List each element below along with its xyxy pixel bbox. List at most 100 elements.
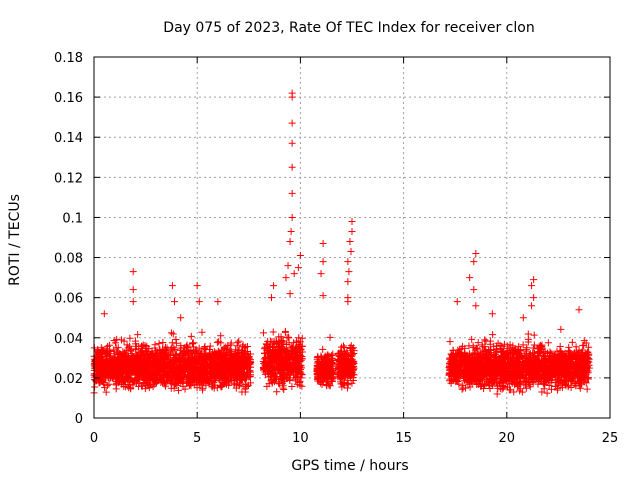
data-point	[284, 333, 292, 341]
data-point	[231, 356, 239, 364]
data-point	[194, 359, 202, 367]
data-point	[167, 329, 175, 337]
data-point	[232, 368, 240, 376]
data-point	[172, 335, 180, 343]
data-point	[113, 335, 121, 343]
data-point	[126, 334, 134, 342]
data-point	[213, 338, 221, 346]
data-point	[231, 369, 239, 377]
y-axis-label: ROTI / TECUs	[7, 194, 23, 286]
data-point	[214, 353, 222, 361]
data-point	[269, 328, 277, 336]
data-point	[173, 373, 181, 381]
data-point	[146, 376, 154, 384]
y-tick-label: 0	[75, 412, 83, 427]
data-point	[177, 369, 185, 377]
data-point	[191, 365, 199, 373]
data-point	[468, 335, 476, 343]
data-point	[583, 385, 591, 393]
chart-title: Day 075 of 2023, Rate Of TEC Index for r…	[163, 20, 534, 36]
data-point	[235, 382, 243, 390]
data-point	[488, 310, 496, 318]
data-point	[140, 361, 148, 369]
data-point	[170, 298, 178, 306]
data-point	[287, 227, 295, 235]
data-point	[344, 298, 352, 306]
data-point	[157, 360, 165, 368]
data-point	[123, 341, 131, 349]
data-point	[557, 325, 565, 333]
data-point	[233, 342, 241, 350]
data-point	[107, 352, 115, 360]
data-point	[102, 362, 110, 370]
data-point	[103, 358, 111, 366]
data-point	[137, 342, 145, 350]
data-point	[190, 374, 198, 382]
data-point	[139, 341, 147, 349]
data-point	[182, 343, 190, 351]
data-point	[345, 268, 353, 276]
data-point	[218, 361, 226, 369]
data-point	[168, 282, 176, 290]
y-tick-label: 0.06	[54, 292, 83, 307]
data-point	[198, 328, 206, 336]
data-point	[238, 388, 246, 396]
data-point	[237, 348, 245, 356]
data-point	[177, 314, 185, 322]
data-point	[280, 386, 288, 394]
data-point	[127, 350, 135, 358]
data-point	[482, 337, 490, 345]
data-point	[106, 367, 114, 375]
data-point	[91, 383, 99, 391]
data-point	[240, 360, 248, 368]
data-point	[489, 331, 497, 339]
data-point	[129, 365, 137, 373]
data-point	[114, 344, 122, 352]
y-tick-label: 0.02	[54, 372, 83, 387]
data-point	[117, 362, 125, 370]
data-point	[217, 332, 225, 340]
data-point	[466, 274, 474, 282]
x-tick-label: 20	[499, 431, 516, 446]
data-point	[190, 350, 198, 358]
data-point	[113, 374, 121, 382]
data-point	[191, 348, 199, 356]
data-point	[156, 353, 164, 361]
data-point	[222, 380, 230, 388]
data-point	[232, 346, 240, 354]
data-point	[132, 351, 140, 359]
data-point	[290, 270, 298, 278]
data-point	[237, 372, 245, 380]
data-point	[245, 353, 253, 361]
data-point	[543, 389, 551, 397]
data-point	[217, 381, 225, 389]
data-point	[159, 339, 167, 347]
data-point	[193, 384, 201, 392]
data-point	[210, 362, 218, 370]
x-axis-label: GPS time / hours	[291, 458, 408, 474]
data-point	[91, 355, 99, 363]
data-point	[201, 365, 209, 373]
data-point	[173, 376, 181, 384]
data-point	[348, 217, 356, 225]
data-point	[187, 356, 195, 364]
x-tick-label: 10	[292, 431, 309, 446]
data-point	[102, 388, 110, 396]
data-point	[568, 338, 576, 346]
data-point	[151, 341, 159, 349]
data-point	[185, 351, 193, 359]
data-point	[120, 337, 128, 345]
data-point	[260, 329, 268, 337]
data-point	[168, 371, 176, 379]
data-point	[103, 382, 111, 390]
data-point	[288, 189, 296, 197]
data-point	[233, 363, 241, 371]
data-point	[108, 363, 116, 371]
data-point	[288, 139, 296, 147]
data-point	[169, 378, 177, 386]
data-point	[214, 372, 222, 380]
data-point	[144, 382, 152, 390]
data-point	[196, 350, 204, 358]
data-point	[556, 342, 564, 350]
data-point	[235, 337, 243, 345]
